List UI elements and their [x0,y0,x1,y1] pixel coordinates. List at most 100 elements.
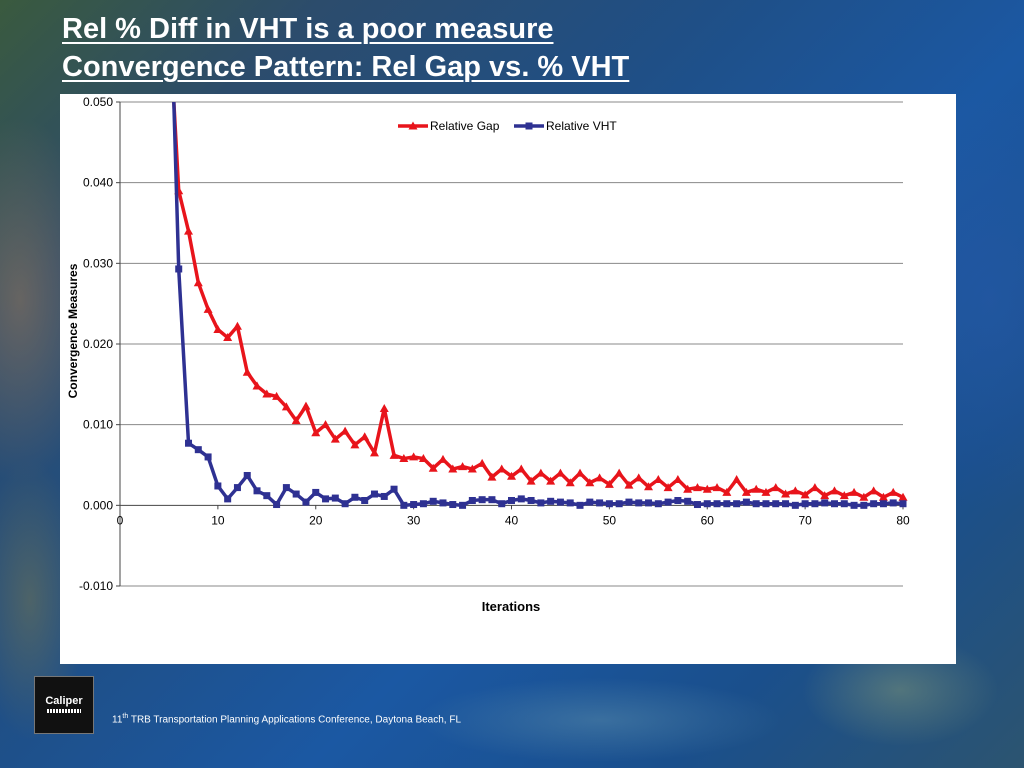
data-point [870,500,878,508]
data-point [526,476,536,485]
data-point [565,478,575,487]
data-point [888,487,898,496]
data-point [292,490,300,498]
data-point [242,367,252,376]
convergence-chart: -0.010 0.000 0.010 0.020 0.030 0.040 0.050 0 10 2… [66,95,910,614]
data-point [438,454,448,463]
data-point [596,499,604,507]
data-point [605,500,613,508]
data-point [839,491,849,500]
data-point [389,450,399,459]
title-line-1: Rel % Diff in VHT is a poor measure [62,13,554,45]
data-point [878,492,888,501]
legend-marker [408,121,418,130]
data-point [772,500,780,508]
x-tick-label: 80 [896,513,910,527]
data-point [820,491,830,500]
legend-item: Relative VHT [514,119,617,133]
data-point [693,501,701,509]
data-point [537,499,545,507]
data-point [635,499,643,507]
data-point [575,468,585,477]
data-point [712,483,722,492]
legend-label: Relative VHT [546,119,617,133]
data-point [771,483,781,492]
data-point [645,499,653,507]
data-point [468,496,476,504]
title-line-2: Convergence Pattern: Rel Gap vs. % VHT [62,51,630,83]
data-point [733,500,741,508]
footer-text: 11th TRB Transportation Planning Applica… [112,713,461,725]
data-point [467,464,477,473]
data-point [488,496,496,504]
legend: Relative Gap Relative VHT [398,119,617,133]
data-point [233,484,241,492]
y-tick-label: 0.020 [83,337,113,351]
x-tick-label: 30 [407,513,421,527]
data-point [703,500,711,508]
data-point [291,416,301,425]
data-point [556,498,564,506]
series-relative-gap [172,102,908,501]
data-point [840,500,848,508]
data-point [262,389,272,398]
data-point [614,468,624,477]
y-tick-label: 0.000 [83,498,113,512]
data-point [547,497,555,505]
series-layer [172,102,908,509]
data-point [899,500,907,508]
axes-layer: -0.010 0.000 0.010 0.020 0.030 0.040 0.050 0 10 2… [79,95,910,593]
data-point [253,487,261,495]
x-tick-label: 50 [603,513,617,527]
data-point [751,484,761,493]
data-point [341,500,349,508]
data-point [340,426,350,435]
data-point [781,489,791,498]
data-point [507,471,516,480]
data-point [684,497,692,505]
data-point [252,381,262,390]
data-point [752,500,760,508]
x-axis-label: Iterations [482,599,541,614]
data-point [302,498,310,506]
data-point [418,454,428,463]
data-point [732,475,742,484]
logo-text: Caliper [45,695,83,707]
y-tick-label: 0.010 [83,418,113,432]
data-point [555,468,565,477]
legend-item: Relative Gap [398,119,500,133]
footer-conference: TRB Transportation Planning Applications… [128,714,462,726]
data-point [243,471,251,479]
series-line [172,102,904,500]
y-axis-label: Convergence Measures [66,263,80,398]
data-point [761,487,771,496]
data-point [702,484,712,493]
data-point [860,501,868,509]
data-point [859,492,869,501]
legend-marker [525,122,533,130]
y-tick-label: 0.030 [83,256,113,270]
data-point [330,434,340,443]
data-point [791,501,799,509]
slide-title: Rel % Diff in VHT is a poor measure Conv… [62,10,962,86]
data-point [399,454,409,463]
data-point [458,462,468,471]
data-point [850,501,858,509]
data-point [477,458,487,467]
data-point [419,500,427,508]
data-point [322,495,330,503]
data-point [360,432,370,441]
data-point [653,475,663,484]
data-point [692,483,702,492]
data-point [203,304,213,313]
data-point [487,472,497,481]
data-point [350,440,360,449]
data-point [762,500,770,508]
data-point [311,428,321,437]
x-tick-label: 70 [798,513,812,527]
data-point [595,473,605,482]
data-point [829,486,839,495]
data-point [361,496,369,504]
data-point [576,501,584,509]
data-point [517,495,525,503]
